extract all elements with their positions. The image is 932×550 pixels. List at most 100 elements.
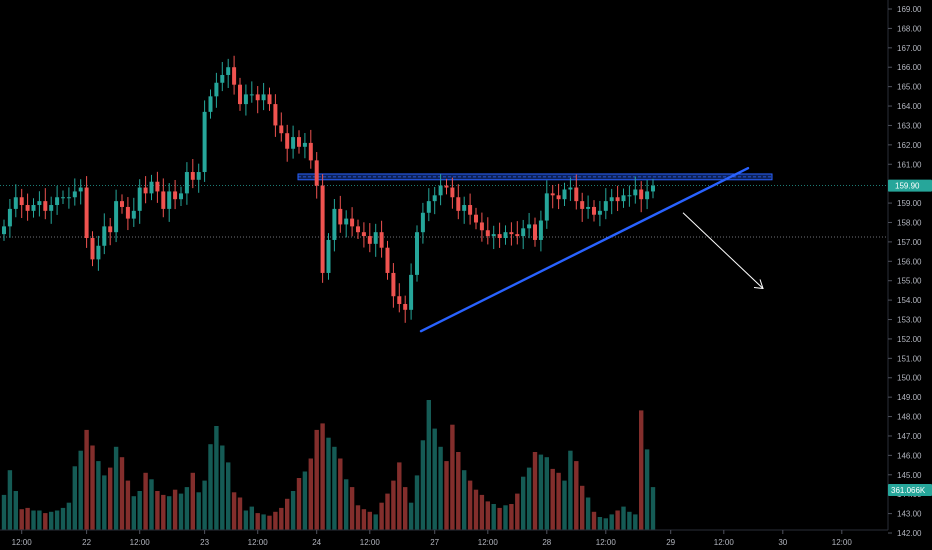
candle <box>314 152 319 199</box>
candle <box>120 194 124 214</box>
candle-body <box>426 201 431 213</box>
volume-bar <box>119 457 125 530</box>
candle-body <box>37 201 42 206</box>
candle-body <box>403 303 408 310</box>
volume-bar <box>13 491 18 530</box>
candle <box>379 220 384 258</box>
volume-bar <box>515 493 520 530</box>
candle <box>232 55 237 95</box>
volume-bar <box>290 491 296 530</box>
candle <box>562 182 567 206</box>
volume-bar <box>550 468 555 530</box>
candle-body <box>279 125 284 134</box>
candle-body <box>72 191 77 198</box>
candle <box>72 178 77 206</box>
drawings[interactable] <box>297 166 773 333</box>
volume-bar <box>367 511 372 530</box>
time-tick-label: 12:00 <box>478 538 499 547</box>
volume-bar <box>538 454 544 530</box>
projection-arrow-head <box>753 279 764 290</box>
candle <box>37 191 42 217</box>
volume-bar <box>273 511 278 530</box>
candle <box>397 283 402 313</box>
candle-body <box>131 210 136 219</box>
candle <box>491 225 496 250</box>
candle-body <box>202 111 207 173</box>
candle-body <box>615 197 620 202</box>
candle-body <box>108 226 113 233</box>
candle-body <box>468 205 473 215</box>
candle-body <box>527 224 532 229</box>
candle <box>143 176 148 204</box>
price-tick-label: 156.00 <box>897 257 922 266</box>
time-axis[interactable]: 12:00 22 12:00 23 12:00 24 12:00 27 12:00 28 12:00… <box>12 530 853 547</box>
candle <box>297 130 301 154</box>
volume-badge: 361.066K <box>888 484 932 496</box>
candle-body <box>651 185 655 192</box>
candle <box>102 213 107 255</box>
candle-body <box>31 205 36 211</box>
candle-body <box>645 191 650 200</box>
candle-body <box>621 195 626 202</box>
candle <box>90 231 95 267</box>
candle-body <box>509 232 514 235</box>
candle-body <box>302 142 307 147</box>
volume-bar <box>627 511 632 530</box>
candle <box>7 198 12 238</box>
candle-body <box>261 94 266 101</box>
time-tick-label: 24 <box>312 538 321 547</box>
volume-bar <box>155 491 160 530</box>
volume-bar <box>373 514 378 530</box>
projection-arrow-shaft[interactable] <box>682 212 764 289</box>
candle-body <box>102 226 107 246</box>
candle <box>550 185 555 209</box>
candle <box>261 82 266 111</box>
candle-body <box>297 137 301 147</box>
rising-trendline[interactable] <box>419 166 750 333</box>
candle-body <box>373 232 378 244</box>
candle-body <box>249 94 254 96</box>
candle-body <box>420 212 425 233</box>
candle <box>238 77 242 111</box>
volume-bar <box>161 494 166 530</box>
volume-bar <box>267 515 272 530</box>
volume-bar <box>7 470 13 530</box>
price-tick-label: 155.00 <box>897 277 922 286</box>
candle-body <box>90 238 95 260</box>
volume-bar <box>308 458 313 530</box>
candle-body <box>7 208 12 227</box>
volume-bar <box>438 446 443 530</box>
volume-bar <box>585 497 591 530</box>
candlesticks <box>2 55 655 323</box>
candle-body <box>120 201 124 207</box>
candle-body <box>78 187 83 192</box>
candle <box>125 197 130 231</box>
candle <box>432 186 437 215</box>
candle <box>456 184 461 220</box>
candle-body <box>19 197 24 206</box>
price-tick-label: 161.00 <box>897 160 922 169</box>
candle <box>344 210 349 238</box>
candle-body <box>196 172 201 180</box>
price-tick-label: 157.00 <box>897 238 922 247</box>
time-tick-label: 29 <box>666 538 675 547</box>
candle-body <box>544 193 549 221</box>
candle <box>444 178 449 195</box>
candle <box>651 178 655 199</box>
volume-bar <box>90 445 95 530</box>
candle <box>450 177 455 209</box>
volume-bar <box>544 457 549 530</box>
candle-body <box>25 205 30 211</box>
volume-bar <box>509 504 514 530</box>
candle-body <box>533 224 537 240</box>
candle-body <box>214 82 219 97</box>
volume-bar <box>31 510 36 530</box>
volume-bar <box>172 489 178 530</box>
volume-bar <box>639 410 644 530</box>
time-tick-label: 12:00 <box>248 538 269 547</box>
volume-bar <box>479 494 485 530</box>
candle-body <box>332 208 337 240</box>
candle-body <box>361 232 366 237</box>
candle <box>533 217 537 247</box>
